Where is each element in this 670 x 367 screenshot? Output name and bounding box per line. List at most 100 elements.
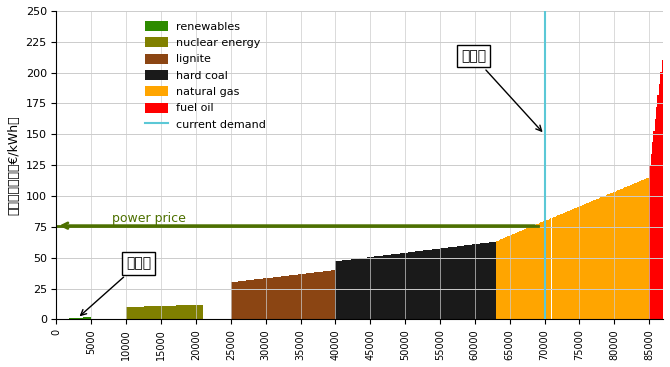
Bar — [297, 275, 299, 319]
Bar — [474, 244, 475, 319]
Bar — [479, 244, 480, 319]
Bar — [536, 224, 537, 319]
Bar — [393, 254, 394, 319]
Bar — [126, 307, 127, 319]
Bar — [90, 317, 91, 319]
Bar — [571, 210, 572, 319]
Bar — [178, 305, 179, 319]
Bar — [145, 306, 147, 319]
Bar — [157, 306, 158, 319]
Bar — [533, 225, 535, 319]
Bar — [504, 237, 505, 319]
Bar — [136, 307, 137, 319]
Bar — [181, 305, 182, 319]
Bar — [638, 182, 639, 319]
Bar — [360, 258, 362, 319]
Bar — [497, 240, 498, 319]
Bar — [630, 185, 631, 319]
Bar — [275, 277, 277, 319]
Bar — [648, 178, 649, 319]
Bar — [531, 226, 532, 319]
Bar — [547, 219, 549, 319]
Bar — [369, 257, 371, 319]
Bar — [301, 274, 302, 319]
Bar — [390, 255, 391, 319]
Bar — [641, 181, 642, 319]
Bar — [171, 306, 172, 319]
Bar — [344, 260, 345, 319]
Bar — [550, 218, 551, 319]
Bar — [324, 271, 326, 319]
Bar — [448, 247, 450, 319]
Bar — [614, 192, 616, 319]
Bar — [492, 242, 493, 319]
Bar — [371, 257, 372, 319]
Bar — [494, 242, 496, 319]
Bar — [610, 193, 612, 319]
Bar — [383, 255, 384, 319]
Bar — [574, 208, 576, 319]
Bar — [475, 244, 476, 319]
Bar — [76, 318, 78, 319]
Bar — [429, 250, 430, 319]
current demand — [541, 317, 549, 321]
Bar — [478, 244, 479, 319]
Bar — [170, 306, 171, 319]
Bar — [336, 261, 337, 319]
Bar — [260, 279, 261, 319]
Bar — [535, 225, 536, 319]
Bar — [632, 184, 634, 319]
Bar — [440, 248, 442, 319]
Bar — [443, 248, 444, 319]
Bar — [621, 189, 622, 319]
Bar — [234, 282, 235, 319]
Bar — [251, 280, 252, 319]
Bar — [348, 260, 349, 319]
Bar — [457, 246, 458, 319]
Bar — [662, 60, 663, 319]
Bar — [486, 243, 487, 319]
Bar — [135, 307, 136, 319]
Bar — [582, 205, 584, 319]
Bar — [482, 243, 483, 319]
Bar — [625, 187, 627, 319]
Bar — [430, 250, 431, 319]
Bar — [167, 306, 168, 319]
Bar — [274, 277, 275, 319]
Bar — [140, 306, 141, 319]
Bar — [545, 221, 546, 319]
Bar — [617, 190, 618, 319]
Bar — [387, 255, 389, 319]
Bar — [239, 281, 241, 319]
Bar — [334, 270, 336, 319]
Bar — [291, 275, 292, 319]
Bar — [184, 305, 185, 319]
Bar — [302, 274, 304, 319]
Bar — [564, 212, 565, 319]
Bar — [237, 281, 238, 319]
Bar — [416, 251, 417, 319]
Bar — [394, 254, 395, 319]
Bar — [186, 305, 188, 319]
Bar — [74, 318, 76, 319]
Bar — [551, 218, 553, 319]
Bar — [332, 270, 334, 319]
Bar — [395, 254, 397, 319]
Bar — [376, 256, 377, 319]
Bar — [264, 278, 265, 319]
Bar — [496, 241, 497, 319]
Bar — [328, 271, 330, 319]
Bar — [649, 166, 651, 319]
Bar — [285, 276, 287, 319]
Bar — [490, 242, 492, 319]
Bar — [352, 259, 354, 319]
Bar — [518, 232, 519, 319]
Bar — [342, 261, 344, 319]
Bar — [190, 305, 192, 319]
Bar — [657, 95, 659, 319]
Bar — [560, 214, 561, 319]
Bar — [612, 193, 613, 319]
Bar — [313, 273, 314, 319]
Bar — [253, 280, 255, 319]
Bar — [84, 317, 86, 319]
